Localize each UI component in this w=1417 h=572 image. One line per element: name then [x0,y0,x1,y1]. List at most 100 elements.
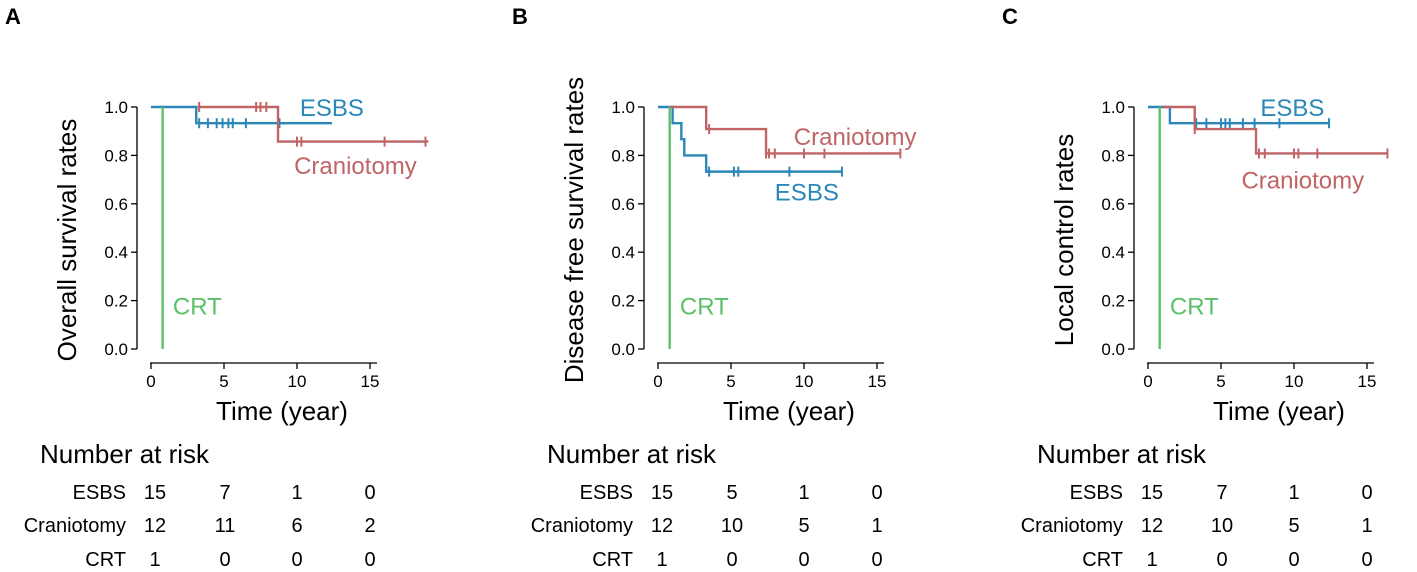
y-tick-label: 1.0 [1101,98,1125,117]
km-curve-craniotomy [1162,105,1388,155]
panel-label: B [512,4,528,29]
risk-count: 0 [1361,482,1372,504]
risk-count: 15 [651,482,673,504]
x-tick-label: 5 [1216,372,1225,391]
series-esbs [151,105,333,129]
series-craniotomy [197,102,429,147]
y-axis-title: Disease free survival rates [559,77,589,383]
risk-count: 1 [291,482,302,504]
risk-count: 12 [1141,515,1163,537]
risk-row-label: Craniotomy [24,515,126,537]
risk-count: 0 [1361,549,1372,571]
risk-count: 1 [1361,515,1372,537]
risk-count: 0 [364,482,375,504]
risk-row-label: ESBS [1070,482,1123,504]
risk-count: 0 [291,549,302,571]
km-curve-esbs [151,105,333,125]
risk-table-title: Number at risk [1037,439,1207,469]
series-label-craniotomy: Craniotomy [794,124,917,151]
series-craniotomy [669,105,902,159]
risk-row-label: Craniotomy [1021,515,1123,537]
risk-count: 0 [871,549,882,571]
y-tick-label: 0.2 [104,292,128,311]
risk-count: 6 [291,515,302,537]
risk-count: 10 [721,515,743,537]
y-tick-label: 0.6 [104,195,128,214]
risk-count: 0 [726,549,737,571]
risk-count: 1 [656,549,667,571]
x-axis-title: Time (year) [216,396,348,426]
x-tick-label: 0 [1143,372,1152,391]
x-tick-label: 5 [726,372,735,391]
risk-count: 1 [149,549,160,571]
series-label-craniotomy: Craniotomy [1241,168,1364,195]
risk-table-title: Number at risk [547,439,717,469]
y-tick-label: 0.2 [611,292,635,311]
risk-count: 12 [144,515,166,537]
risk-count: 0 [798,549,809,571]
y-tick-label: 0.0 [1101,340,1125,359]
risk-count: 1 [1146,549,1157,571]
risk-row-label: Craniotomy [531,515,633,537]
risk-table-title: Number at risk [40,439,210,469]
x-tick-label: 0 [653,372,662,391]
series-label-craniotomy: Craniotomy [294,153,417,180]
y-tick-label: 0.8 [611,146,635,165]
km-curve-craniotomy [669,105,901,155]
risk-count: 7 [1216,482,1227,504]
x-axis-title: Time (year) [723,396,855,426]
risk-count: 10 [1211,515,1233,537]
y-tick-label: 0.0 [104,340,128,359]
x-tick-label: 10 [795,372,814,391]
panel-label: C [1002,4,1018,29]
risk-count: 7 [219,482,230,504]
risk-row-label: ESBS [73,482,126,504]
x-tick-label: 10 [288,372,307,391]
risk-count: 0 [219,549,230,571]
series-label-esbs: ESBS [300,95,364,122]
series-label-esbs: ESBS [1260,95,1324,122]
y-tick-label: 0.6 [611,195,635,214]
x-tick-label: 5 [219,372,228,391]
y-tick-label: 0.4 [1101,243,1125,262]
risk-count: 1 [798,482,809,504]
risk-count: 0 [871,482,882,504]
y-tick-label: 0.0 [611,340,635,359]
x-axis-title: Time (year) [1213,396,1345,426]
risk-count: 5 [726,482,737,504]
x-tick-label: 10 [1285,372,1304,391]
risk-row-label: CRT [1082,549,1123,571]
x-tick-label: 15 [868,372,887,391]
y-tick-label: 1.0 [611,98,635,117]
risk-count: 2 [364,515,375,537]
x-tick-label: 15 [1358,372,1377,391]
risk-row-label: ESBS [580,482,633,504]
x-tick-label: 15 [361,372,380,391]
series-label-crt: CRT [680,293,729,320]
risk-count: 0 [1216,549,1227,571]
risk-count: 5 [798,515,809,537]
risk-count: 0 [364,549,375,571]
risk-count: 15 [1141,482,1163,504]
km-curve-esbs [658,105,842,173]
km-curve-craniotomy [197,105,429,143]
series-craniotomy [1162,105,1389,159]
y-tick-label: 0.2 [1101,292,1125,311]
x-tick-label: 0 [146,372,155,391]
series-label-crt: CRT [1170,293,1219,320]
series-label-crt: CRT [173,293,222,320]
y-tick-label: 0.8 [1101,146,1125,165]
y-tick-label: 0.6 [1101,195,1125,214]
y-tick-label: 0.4 [611,243,635,262]
series-esbs [658,105,843,177]
y-tick-label: 0.4 [104,243,128,262]
risk-count: 5 [1288,515,1299,537]
risk-count: 11 [215,515,236,537]
panel-label: A [5,4,21,29]
risk-count: 15 [144,482,166,504]
y-axis-title: Overall survival rates [52,119,82,362]
